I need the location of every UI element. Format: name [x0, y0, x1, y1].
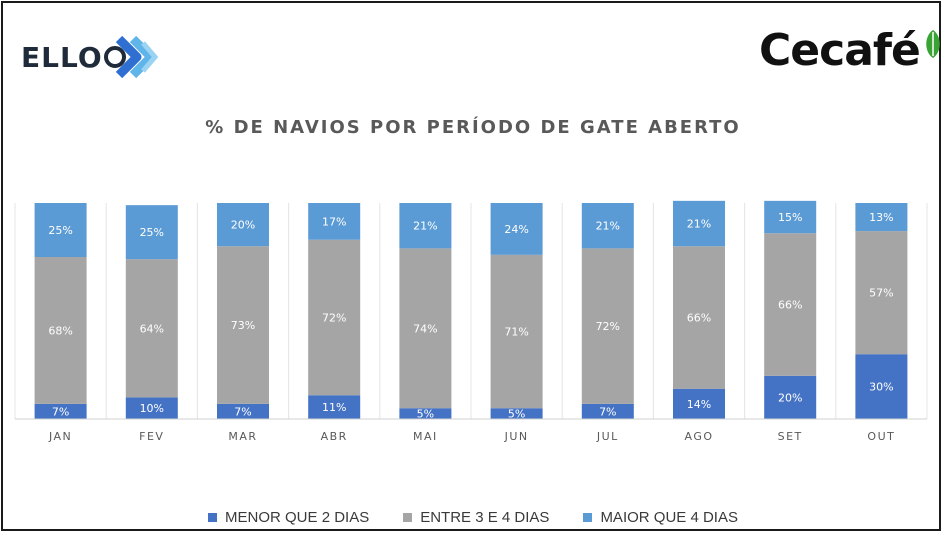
bar-entre-abr — [308, 239, 361, 396]
cecafe-logo: Cecafé — [759, 25, 944, 76]
data-label-menor-ago: 14% — [687, 398, 711, 411]
bar-entre-jul — [581, 248, 634, 404]
x-tick-label-jul: JUL — [596, 430, 619, 443]
x-tick-label-abr: ABR — [321, 430, 348, 443]
bar-menor-mai — [399, 408, 452, 419]
ello-logo: ELLO — [21, 33, 159, 81]
ello-x-icon — [103, 35, 158, 79]
bar-entre-ago — [673, 246, 725, 389]
data-label-maior-mar: 20% — [231, 219, 255, 232]
bar-maior-out — [855, 203, 908, 232]
data-label-menor-fev: 10% — [140, 402, 164, 415]
chart-title: % DE NAVIOS POR PERÍODO DE GATE ABERTO — [205, 117, 741, 138]
data-label-entre-abr: 72% — [322, 311, 346, 324]
data-label-maior-jun: 24% — [504, 223, 528, 236]
bar-entre-out — [855, 231, 908, 355]
x-tick-label-ago: AGO — [684, 430, 713, 443]
data-label-entre-out: 57% — [869, 287, 893, 300]
bar-maior-jan — [34, 203, 87, 257]
bar-maior-jun — [490, 203, 543, 255]
stacked-bar-chart: 7% 68% 25% JAN 10% 64% 25% FEV 7% 73% 20% MAR 11% 72%… — [14, 200, 928, 443]
bar-entre-set — [764, 233, 817, 376]
data-label-entre-ago: 66% — [687, 311, 711, 324]
bar-menor-ago — [673, 388, 725, 419]
data-label-menor-mai: 5% — [417, 408, 434, 421]
bar-maior-ago — [673, 200, 725, 247]
bar-entre-fev — [125, 259, 178, 398]
data-label-entre-mai: 74% — [413, 322, 437, 335]
bar-entre-jan — [34, 257, 87, 404]
legend-swatch-entre — [403, 513, 413, 522]
data-label-entre-set: 66% — [778, 299, 802, 312]
data-label-entre-jan: 68% — [48, 324, 72, 337]
x-tick-label-fev: FEV — [139, 430, 164, 443]
bar-menor-mar — [217, 403, 269, 419]
data-label-entre-jun: 71% — [504, 326, 528, 339]
data-label-maior-ago: 21% — [687, 218, 711, 231]
data-label-entre-jul: 72% — [596, 320, 620, 333]
x-tick-label-jun: JUN — [504, 430, 529, 443]
legend-item-menor: MENOR QUE 2 DIAS — [208, 509, 369, 526]
data-label-maior-abr: 17% — [322, 215, 346, 228]
bar-maior-mar — [217, 203, 269, 247]
bar-menor-abr — [308, 395, 361, 419]
x-tick-label-jan: JAN — [48, 430, 72, 443]
data-label-menor-abr: 11% — [322, 401, 346, 414]
data-label-maior-set: 15% — [778, 211, 802, 224]
x-tick-label-mai: MAI — [413, 430, 438, 443]
data-label-maior-jan: 25% — [48, 224, 72, 237]
data-label-menor-set: 20% — [778, 391, 802, 404]
x-tick-label-mar: MAR — [228, 430, 257, 443]
legend-item-entre: ENTRE 3 E 4 DIAS — [403, 509, 549, 526]
bar-menor-jul — [581, 403, 634, 419]
bar-maior-set — [764, 200, 817, 234]
cecafe-logo-text: Cecafé — [759, 25, 921, 76]
x-tick-label-set: SET — [778, 430, 803, 443]
data-label-maior-jul: 21% — [596, 220, 620, 233]
bar-maior-jul — [581, 203, 634, 249]
bar-entre-jun — [490, 254, 543, 409]
data-label-menor-jun: 5% — [508, 408, 525, 421]
data-label-entre-fev: 64% — [140, 322, 164, 335]
ello-logo-text: ELLO — [21, 40, 103, 74]
bar-menor-fev — [125, 397, 178, 419]
bar-maior-mai — [399, 203, 452, 249]
bar-maior-abr — [308, 203, 361, 240]
data-label-entre-mar: 73% — [231, 319, 255, 332]
data-label-menor-jan: 7% — [52, 405, 69, 418]
legend-swatch-maior — [583, 513, 593, 522]
data-label-menor-jul: 7% — [599, 405, 616, 418]
data-label-maior-mai: 21% — [413, 220, 437, 233]
chart-legend: MENOR QUE 2 DIAS ENTRE 3 E 4 DIAS MAIOR … — [3, 509, 943, 526]
bar-menor-out — [855, 354, 908, 419]
bar-entre-mai — [399, 248, 452, 409]
x-tick-label-out: OUT — [867, 430, 895, 443]
legend-label-menor: MENOR QUE 2 DIAS — [225, 509, 370, 526]
bar-menor-jun — [490, 408, 543, 419]
legend-item-maior: MAIOR QUE 4 DIAS — [583, 509, 738, 526]
bar-entre-mar — [217, 246, 269, 404]
bar-menor-set — [764, 375, 817, 419]
data-label-maior-fev: 25% — [140, 226, 164, 239]
legend-swatch-menor — [208, 513, 218, 522]
coffee-leaf-icon — [926, 29, 940, 58]
bar-menor-jan — [34, 403, 87, 419]
bar-maior-fev — [125, 205, 178, 260]
data-label-menor-mar: 7% — [234, 405, 251, 418]
legend-label-maior: MAIOR QUE 4 DIAS — [600, 509, 738, 526]
data-label-maior-out: 13% — [869, 211, 893, 224]
legend-label-entre: ENTRE 3 E 4 DIAS — [420, 509, 550, 526]
data-label-menor-out: 30% — [869, 381, 893, 394]
